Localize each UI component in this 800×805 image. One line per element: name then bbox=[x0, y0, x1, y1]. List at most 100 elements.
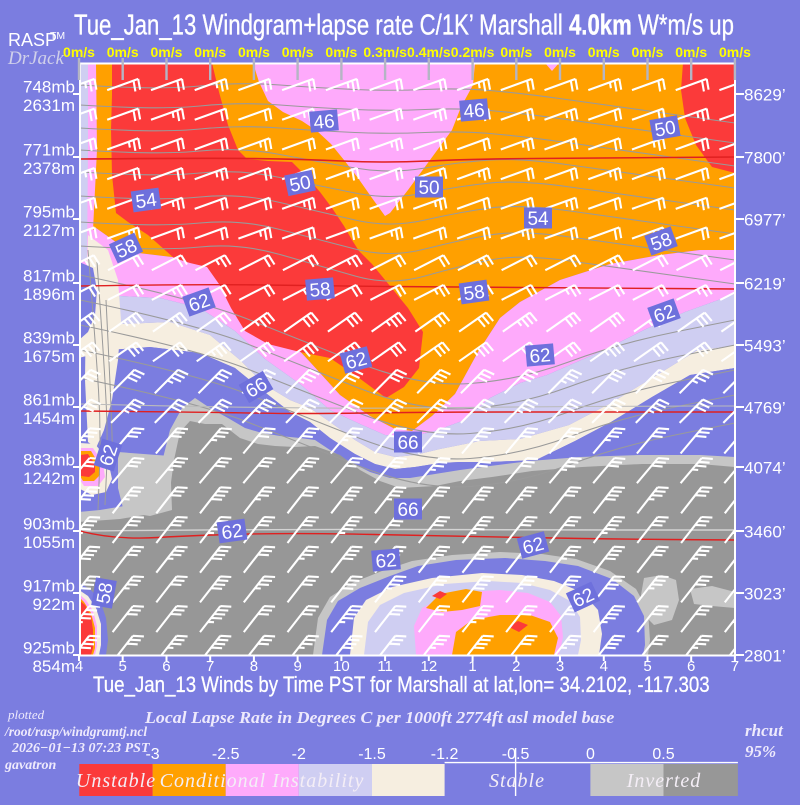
svg-text:0m/s: 0m/s bbox=[588, 44, 620, 60]
svg-text:46: 46 bbox=[463, 100, 486, 123]
svg-text:2026−01−13 07:23 PST: 2026−01−13 07:23 PST bbox=[11, 741, 151, 756]
svg-text:11: 11 bbox=[377, 658, 393, 675]
svg-text:0m/s: 0m/s bbox=[719, 44, 751, 60]
svg-text:0m/s: 0m/s bbox=[544, 44, 576, 60]
svg-text:3: 3 bbox=[556, 658, 564, 675]
svg-text:0m/s: 0m/s bbox=[675, 44, 707, 60]
svg-text:6977’: 6977’ bbox=[744, 211, 786, 230]
svg-text:0.5: 0.5 bbox=[652, 746, 674, 763]
svg-text:Conditional Instability: Conditional Instability bbox=[160, 770, 365, 792]
svg-text:839mb: 839mb bbox=[23, 329, 75, 348]
svg-text:4074’: 4074’ bbox=[744, 459, 786, 478]
svg-text:0m/s: 0m/s bbox=[500, 44, 532, 60]
svg-text:1675m: 1675m bbox=[23, 347, 75, 366]
svg-text:0.2m/s: 0.2m/s bbox=[451, 44, 495, 60]
svg-text:gavatron: gavatron bbox=[4, 758, 57, 773]
svg-text:95%: 95% bbox=[745, 742, 776, 761]
svg-text:62: 62 bbox=[529, 345, 552, 368]
svg-text:3023’: 3023’ bbox=[744, 585, 786, 604]
svg-text:748mb: 748mb bbox=[23, 78, 75, 97]
svg-text:54: 54 bbox=[134, 190, 158, 214]
svg-text:Tue_Jan_13 Winds by Time PST f: Tue_Jan_13 Winds by Time PST for Marshal… bbox=[93, 672, 710, 697]
svg-text:0m/s: 0m/s bbox=[150, 44, 182, 60]
svg-text:8: 8 bbox=[250, 658, 258, 675]
svg-text:1055m: 1055m bbox=[23, 533, 75, 552]
svg-text:12: 12 bbox=[420, 658, 437, 675]
svg-text:5493’: 5493’ bbox=[744, 337, 786, 356]
svg-text:-3: -3 bbox=[145, 746, 159, 763]
svg-text:-1.2: -1.2 bbox=[431, 746, 459, 763]
svg-text:795mb: 795mb bbox=[23, 203, 75, 222]
svg-text:7: 7 bbox=[731, 658, 739, 675]
svg-text:2378m: 2378m bbox=[23, 159, 75, 178]
svg-text:2127m: 2127m bbox=[23, 221, 75, 240]
svg-text:0m/s: 0m/s bbox=[107, 44, 139, 60]
svg-text:925mb: 925mb bbox=[23, 639, 75, 658]
svg-text:3460’: 3460’ bbox=[744, 523, 786, 542]
svg-text:817mb: 817mb bbox=[23, 267, 75, 286]
svg-text:54: 54 bbox=[527, 209, 549, 230]
svg-text:2: 2 bbox=[512, 658, 520, 675]
svg-text:-2.5: -2.5 bbox=[212, 746, 240, 763]
svg-text:917mb: 917mb bbox=[23, 577, 75, 596]
svg-text:7: 7 bbox=[206, 658, 214, 675]
svg-text:6219’: 6219’ bbox=[744, 275, 786, 294]
svg-text:4: 4 bbox=[600, 658, 608, 675]
svg-text:8629’: 8629’ bbox=[744, 86, 786, 105]
svg-text:0m/s: 0m/s bbox=[282, 44, 314, 60]
svg-text:0m/s: 0m/s bbox=[63, 44, 95, 60]
svg-text:5: 5 bbox=[643, 658, 651, 675]
svg-text:Unstable: Unstable bbox=[76, 770, 156, 792]
svg-text:883mb: 883mb bbox=[23, 451, 75, 470]
svg-text:58: 58 bbox=[309, 279, 332, 302]
svg-text:66: 66 bbox=[397, 433, 418, 454]
svg-text:0m/s: 0m/s bbox=[238, 44, 270, 60]
svg-text:2631m: 2631m bbox=[23, 96, 75, 115]
svg-text:0.4m/s: 0.4m/s bbox=[407, 44, 451, 60]
svg-text:0m/s: 0m/s bbox=[194, 44, 226, 60]
svg-text:TM: TM bbox=[50, 30, 65, 42]
svg-text:0m/s: 0m/s bbox=[632, 44, 664, 60]
svg-text:854m: 854m bbox=[32, 657, 75, 676]
svg-text:/root/rasp/windgramtj.ncl: /root/rasp/windgramtj.ncl bbox=[4, 724, 147, 739]
svg-text:plotted: plotted bbox=[7, 707, 45, 722]
svg-text:62: 62 bbox=[375, 550, 398, 573]
svg-text:7800’: 7800’ bbox=[744, 149, 786, 168]
svg-text:-2: -2 bbox=[292, 746, 306, 763]
svg-text:RASP: RASP bbox=[8, 30, 57, 50]
svg-text:903mb: 903mb bbox=[23, 515, 75, 534]
svg-text:1896m: 1896m bbox=[23, 285, 75, 304]
svg-text:58: 58 bbox=[462, 282, 486, 306]
svg-text:1454m: 1454m bbox=[23, 409, 75, 428]
svg-text:50: 50 bbox=[418, 178, 439, 199]
svg-text:861mb: 861mb bbox=[23, 391, 75, 410]
svg-text:Tue_Jan_13 Windgram+lapse rate: Tue_Jan_13 Windgram+lapse rate C/1K’ Mar… bbox=[74, 10, 734, 41]
svg-text:9: 9 bbox=[293, 658, 301, 675]
svg-text:rhcut: rhcut bbox=[745, 721, 784, 740]
svg-text:Stable: Stable bbox=[489, 770, 545, 792]
svg-text:62: 62 bbox=[220, 521, 244, 545]
svg-text:1: 1 bbox=[468, 658, 476, 675]
svg-text:4769’: 4769’ bbox=[744, 399, 786, 418]
svg-text:Inverted: Inverted bbox=[626, 770, 702, 792]
svg-text:50: 50 bbox=[653, 117, 677, 141]
svg-text:46: 46 bbox=[313, 111, 336, 134]
svg-text:6: 6 bbox=[162, 658, 170, 675]
svg-text:0: 0 bbox=[586, 746, 595, 763]
svg-text:Local Lapse Rate in Degree: Local Lapse Rate in Degrees C per 1000ft… bbox=[144, 707, 615, 727]
svg-text:1242m: 1242m bbox=[23, 469, 75, 488]
svg-text:6: 6 bbox=[687, 658, 695, 675]
svg-text:2801’: 2801’ bbox=[744, 647, 786, 666]
svg-text:4: 4 bbox=[75, 658, 83, 675]
svg-text:771mb: 771mb bbox=[23, 141, 75, 160]
svg-text:0.3m/s: 0.3m/s bbox=[363, 44, 407, 60]
svg-text:50: 50 bbox=[288, 172, 313, 197]
svg-text:-1.5: -1.5 bbox=[358, 746, 386, 763]
svg-text:-0.5: -0.5 bbox=[502, 746, 530, 763]
svg-text:DrJack: DrJack bbox=[7, 48, 64, 69]
svg-text:0m/s: 0m/s bbox=[325, 44, 357, 60]
svg-text:922m: 922m bbox=[32, 595, 75, 614]
svg-text:10: 10 bbox=[333, 658, 350, 675]
svg-text:58: 58 bbox=[93, 581, 117, 605]
svg-text:66: 66 bbox=[397, 500, 418, 521]
